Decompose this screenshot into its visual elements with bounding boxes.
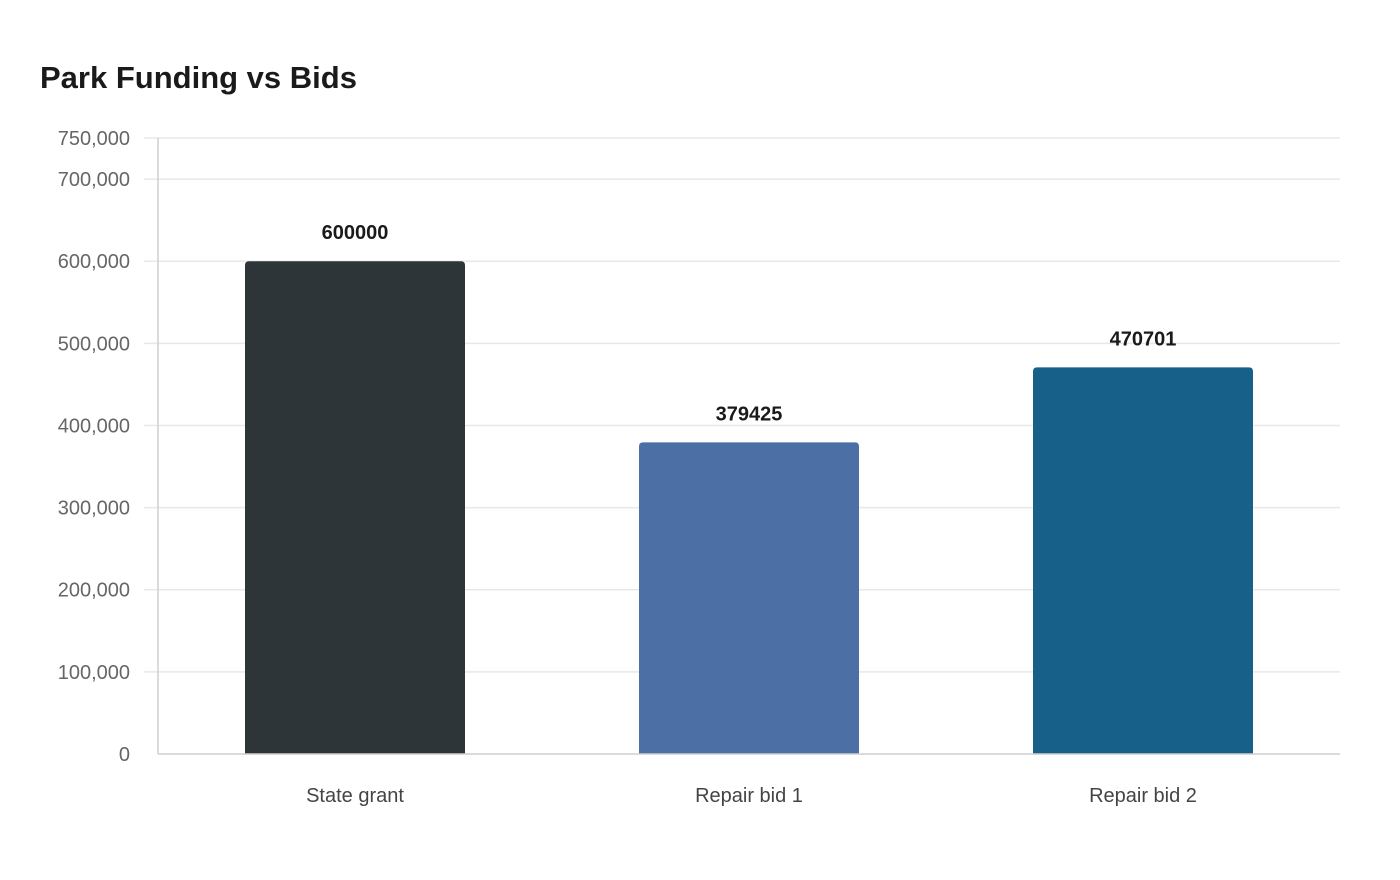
y-tick-label: 750,000 xyxy=(58,128,130,150)
x-axis-labels: State grant Repair bid 1 Repair bid 2 xyxy=(306,785,1197,807)
y-axis-ticks: 0 100,000 200,000 300,000 400,000 500,000 600,… xyxy=(58,128,130,766)
x-tick-label: Repair bid 2 xyxy=(1089,785,1197,807)
bar xyxy=(245,261,465,754)
y-tick-label: 0 xyxy=(119,744,130,766)
value-labels: 600000 379425 470701 xyxy=(322,222,1177,425)
data-label: 470701 xyxy=(1110,328,1177,350)
chart-title: Park Funding vs Bids xyxy=(40,60,357,95)
bars xyxy=(245,261,1253,754)
x-tick-label: Repair bid 1 xyxy=(695,785,803,807)
y-tick-label: 600,000 xyxy=(58,251,130,273)
bar xyxy=(1033,367,1253,754)
y-tick-label: 400,000 xyxy=(58,415,130,437)
y-tick-label: 200,000 xyxy=(58,580,130,602)
data-label: 379425 xyxy=(716,403,783,425)
y-tick-label: 300,000 xyxy=(58,498,130,520)
bar xyxy=(639,442,859,754)
x-tick-label: State grant xyxy=(306,785,404,807)
y-tick-label: 500,000 xyxy=(58,333,130,355)
y-tick-label: 100,000 xyxy=(58,662,130,684)
data-label: 600000 xyxy=(322,222,389,244)
y-tick-label: 700,000 xyxy=(58,169,130,191)
